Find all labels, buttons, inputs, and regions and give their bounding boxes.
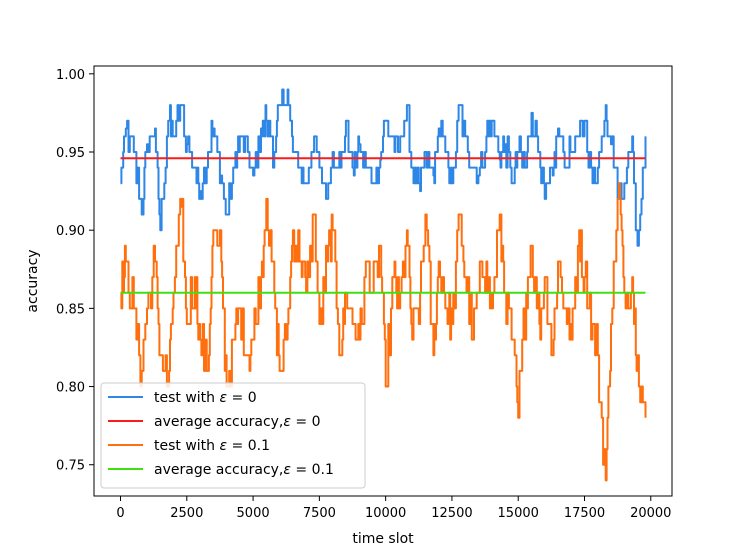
x-tick-label: 5000 [237, 506, 270, 521]
y-axis: 0.75 0.80 0.85 0.90 0.95 1.00 [56, 68, 94, 474]
legend-box [100, 382, 366, 489]
x-tick-label: 10000 [365, 506, 406, 521]
y-tick-label: 0.90 [56, 224, 85, 239]
x-tick-label: 7500 [303, 506, 336, 521]
y-tick-label: 0.95 [56, 146, 85, 161]
plot-lines [120, 88, 647, 482]
x-tick-label: 17500 [564, 506, 605, 521]
legend-entry: test with ε = 0.1 [154, 438, 270, 454]
y-tick-label: 1.00 [56, 68, 85, 83]
legend-entry: test with ε = 0 [154, 390, 257, 406]
y-tick-label: 0.80 [56, 381, 85, 396]
y-tick-label: 0.85 [56, 302, 85, 317]
x-tick-label: 20000 [630, 506, 671, 521]
x-axis-title: time slot [352, 531, 414, 547]
legend: test with ε = 0 average accuracy,ε = 0 tes… [100, 382, 366, 489]
series-line-1 [120, 88, 647, 247]
plot-frame [93, 65, 673, 497]
y-tick-label: 0.75 [56, 459, 85, 474]
x-tick-label: 2500 [170, 506, 203, 521]
legend-entry: average accuracy,ε = 0.1 [154, 462, 334, 478]
x-axis: 0 2500 5000 7500 10000 12500 15000 17500 20000 [116, 496, 671, 521]
legend-entry: average accuracy,ε = 0 [154, 414, 321, 430]
x-tick-label: 15000 [498, 506, 539, 521]
y-axis-title: accuracy [25, 249, 41, 312]
x-tick-label: 12500 [431, 506, 472, 521]
x-tick-label: 0 [116, 506, 124, 521]
